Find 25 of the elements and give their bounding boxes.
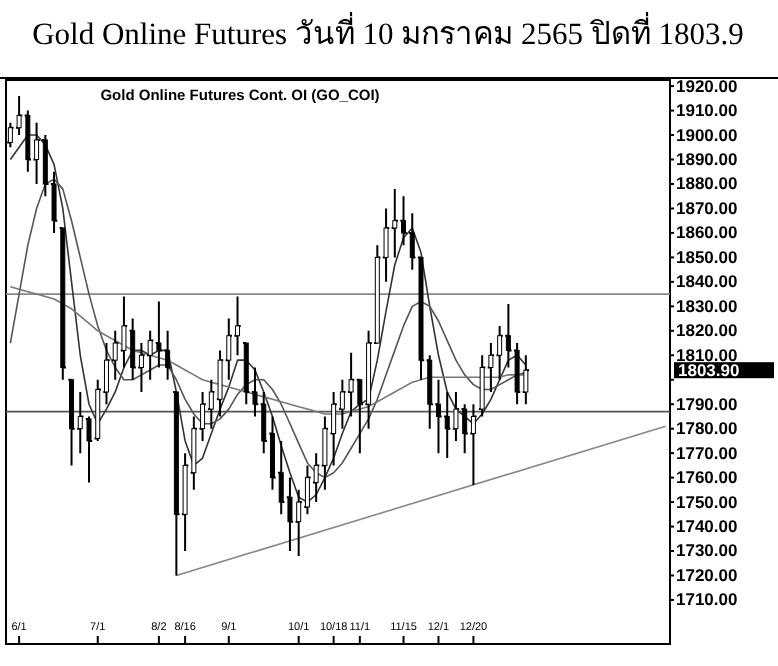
- y-tick-label: 1830.00: [676, 295, 738, 316]
- y-tick-label: 1770.00: [676, 442, 738, 463]
- text: 1803.90: [678, 360, 740, 381]
- y-tick-label: 1730.00: [676, 540, 738, 561]
- y-tick-label: 1720.00: [676, 564, 738, 585]
- y-tick-label: 1780.00: [676, 418, 738, 439]
- candlestick: [60, 227, 66, 381]
- y-tick-label: 1840.00: [676, 271, 738, 292]
- y-tick-label: 1760.00: [676, 467, 738, 488]
- y-tick-label: 1850.00: [676, 246, 738, 267]
- y-tick-label: 1810.00: [676, 344, 738, 365]
- y-tick-label: 1710.00: [676, 589, 738, 610]
- y-tick-label: 1890.00: [676, 148, 738, 169]
- y-tick-label: 1740.00: [676, 515, 738, 536]
- chart-title: Gold Online Futures วันที่ 10 มกราคม 2565 ปิดที่ 1803.9: [32, 12, 745, 52]
- y-tick-label: 1820.00: [676, 320, 738, 341]
- y-tick-label: 1910.00: [676, 100, 738, 121]
- y-tick-label: 1880.00: [676, 173, 738, 194]
- y-tick-label: 1870.00: [676, 197, 738, 218]
- candlestick: [69, 378, 75, 467]
- y-tick-label: 1920.00: [676, 75, 738, 96]
- y-tick-label: 1860.00: [676, 222, 738, 243]
- y-tick-label: 1750.00: [676, 491, 738, 512]
- y-tick-label: 1790.00: [676, 393, 738, 414]
- y-tick-label: 1900.00: [676, 124, 738, 145]
